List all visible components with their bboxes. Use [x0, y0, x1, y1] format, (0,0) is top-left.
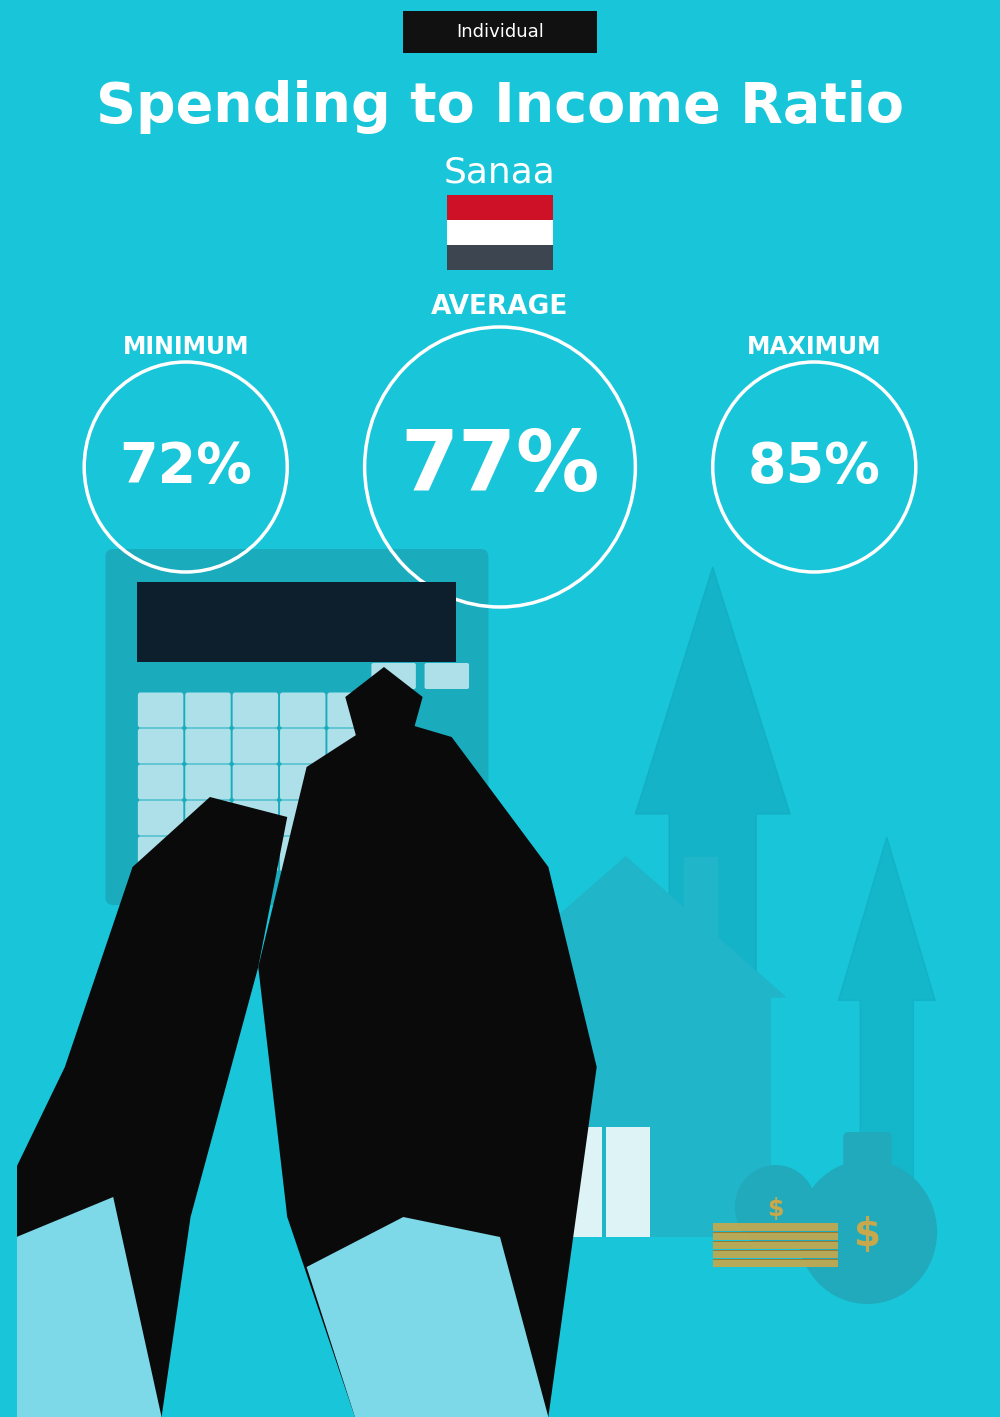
Text: MINIMUM: MINIMUM [122, 334, 249, 359]
Bar [558, 1127, 602, 1237]
FancyBboxPatch shape [233, 801, 278, 836]
FancyBboxPatch shape [105, 548, 488, 905]
FancyBboxPatch shape [327, 836, 373, 871]
Bar [606, 1127, 650, 1237]
FancyBboxPatch shape [280, 765, 325, 799]
Bar [713, 1250, 838, 1258]
Circle shape [798, 1161, 937, 1304]
FancyBboxPatch shape [138, 693, 183, 727]
FancyBboxPatch shape [233, 693, 278, 727]
FancyBboxPatch shape [138, 801, 183, 836]
FancyBboxPatch shape [371, 663, 416, 689]
Text: Individual: Individual [456, 23, 544, 41]
Bar [447, 220, 553, 245]
FancyBboxPatch shape [280, 801, 325, 836]
FancyBboxPatch shape [843, 1132, 892, 1168]
Text: $: $ [854, 1216, 881, 1254]
FancyBboxPatch shape [327, 693, 373, 727]
Text: 72%: 72% [119, 441, 252, 495]
FancyBboxPatch shape [280, 693, 325, 727]
FancyBboxPatch shape [185, 728, 231, 764]
Text: Sanaa: Sanaa [444, 154, 556, 188]
Text: Spending to Income Ratio: Spending to Income Ratio [96, 79, 904, 135]
Polygon shape [249, 638, 423, 1217]
Polygon shape [838, 837, 935, 1267]
FancyBboxPatch shape [280, 728, 325, 764]
Bar [713, 1223, 838, 1231]
FancyBboxPatch shape [280, 836, 325, 871]
FancyBboxPatch shape [138, 765, 183, 799]
FancyBboxPatch shape [138, 836, 183, 871]
Bar [447, 194, 553, 220]
FancyBboxPatch shape [185, 693, 231, 727]
Bar [713, 1231, 838, 1240]
Polygon shape [258, 717, 597, 1417]
FancyBboxPatch shape [403, 11, 597, 52]
FancyBboxPatch shape [233, 836, 278, 871]
Text: 85%: 85% [748, 441, 881, 495]
Polygon shape [16, 796, 287, 1417]
Polygon shape [635, 567, 790, 1217]
Bar [713, 1258, 838, 1267]
FancyBboxPatch shape [327, 801, 373, 836]
FancyBboxPatch shape [185, 836, 231, 871]
Text: $: $ [767, 1197, 784, 1221]
FancyBboxPatch shape [327, 728, 373, 764]
Bar [713, 1241, 838, 1248]
Text: AVERAGE: AVERAGE [431, 293, 569, 320]
Polygon shape [345, 667, 423, 767]
FancyBboxPatch shape [327, 765, 373, 799]
Text: MAXIMUM: MAXIMUM [747, 334, 882, 359]
FancyBboxPatch shape [185, 765, 231, 799]
FancyBboxPatch shape [138, 728, 183, 764]
FancyBboxPatch shape [425, 663, 469, 689]
Polygon shape [16, 1197, 162, 1417]
Bar [481, 998, 771, 1237]
Bar [684, 857, 718, 947]
Text: 77%: 77% [400, 427, 600, 507]
Bar [447, 245, 553, 269]
Polygon shape [307, 1217, 548, 1417]
Polygon shape [466, 857, 785, 998]
Bar [137, 582, 456, 662]
FancyBboxPatch shape [185, 801, 231, 836]
FancyBboxPatch shape [233, 728, 278, 764]
Circle shape [735, 1165, 816, 1248]
FancyBboxPatch shape [233, 765, 278, 799]
